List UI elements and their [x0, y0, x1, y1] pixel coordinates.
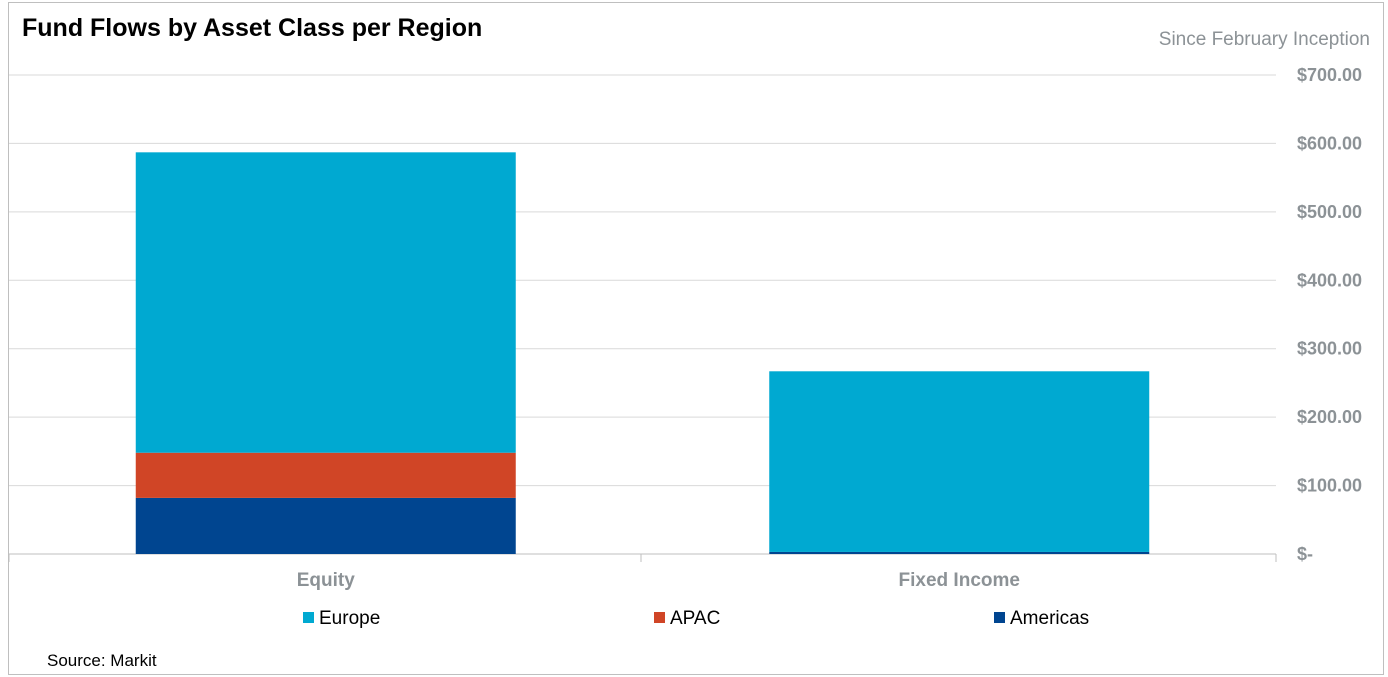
x-category-label: Fixed Income — [899, 570, 1020, 591]
y-tick-label: $600.00 — [1297, 133, 1362, 153]
y-tick-label: $400.00 — [1297, 270, 1362, 290]
chart-source: Source: Markit — [47, 651, 157, 670]
legend-label-apac: APAC — [670, 608, 720, 629]
y-tick-label: $300.00 — [1297, 339, 1362, 359]
y-tick-label: $700.00 — [1297, 65, 1362, 85]
bar-apac-equity — [135, 452, 516, 498]
x-category-label: Equity — [297, 570, 355, 591]
y-tick-label: $200.00 — [1297, 407, 1362, 427]
legend-label-americas: Americas — [1010, 608, 1089, 629]
chart-subtitle: Since February Inception — [1158, 29, 1370, 50]
bar-europe-fixed-income — [769, 371, 1150, 552]
chart-title: Fund Flows by Asset Class per Region — [22, 14, 483, 42]
legend-label-europe: Europe — [319, 608, 380, 629]
bar-americas-fixed-income — [769, 551, 1150, 554]
legend-swatch-europe — [303, 612, 314, 623]
y-tick-label: $100.00 — [1297, 476, 1362, 496]
legend-swatch-apac — [654, 612, 665, 623]
bar-europe-equity — [135, 152, 516, 453]
y-tick-label: $- — [1297, 544, 1313, 564]
bar-americas-equity — [135, 497, 516, 554]
y-tick-label: $500.00 — [1297, 202, 1362, 222]
legend-swatch-americas — [994, 612, 1005, 623]
